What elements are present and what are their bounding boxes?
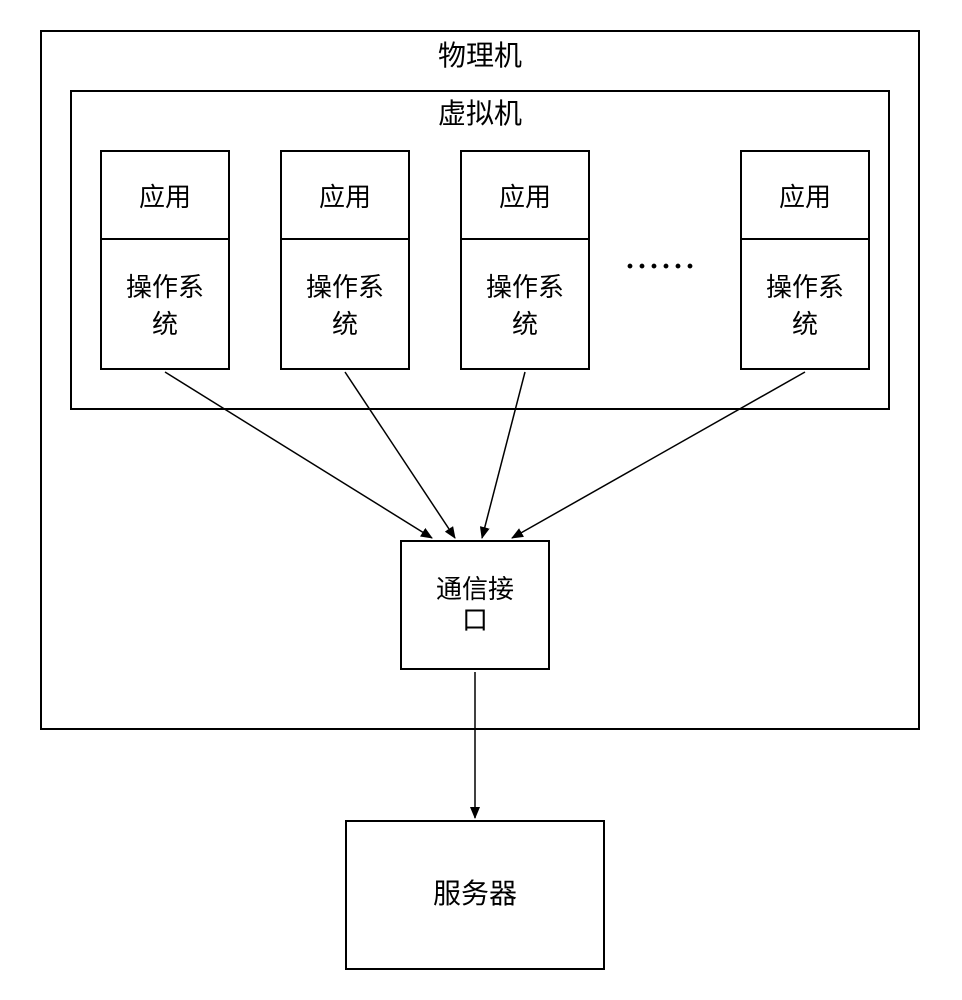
vm-unit: 应用操作系统 — [460, 150, 590, 370]
server-box: 服务器 — [345, 820, 605, 970]
server-label: 服务器 — [347, 822, 603, 968]
vm-app-box: 应用 — [740, 150, 870, 240]
vm-os-box: 操作系统 — [280, 240, 410, 370]
vm-os-box: 操作系统 — [460, 240, 590, 370]
vm-unit: 应用操作系统 — [740, 150, 870, 370]
virtual-machine-label: 虚拟机 — [70, 98, 890, 132]
vm-os-box: 操作系统 — [100, 240, 230, 370]
comm-interface-box: 通信接口 — [400, 540, 550, 670]
vm-unit: 应用操作系统 — [100, 150, 230, 370]
physical-machine-label: 物理机 — [40, 40, 920, 74]
vm-app-box: 应用 — [460, 150, 590, 240]
diagram-canvas: 物理机 虚拟机 应用操作系统应用操作系统应用操作系统应用操作系统 ······ … — [0, 0, 962, 1000]
vm-app-box: 应用 — [280, 150, 410, 240]
ellipsis: ······ — [625, 250, 697, 284]
vm-unit: 应用操作系统 — [280, 150, 410, 370]
comm-interface-label: 通信接口 — [402, 542, 548, 668]
vm-os-box: 操作系统 — [740, 240, 870, 370]
vm-app-box: 应用 — [100, 150, 230, 240]
